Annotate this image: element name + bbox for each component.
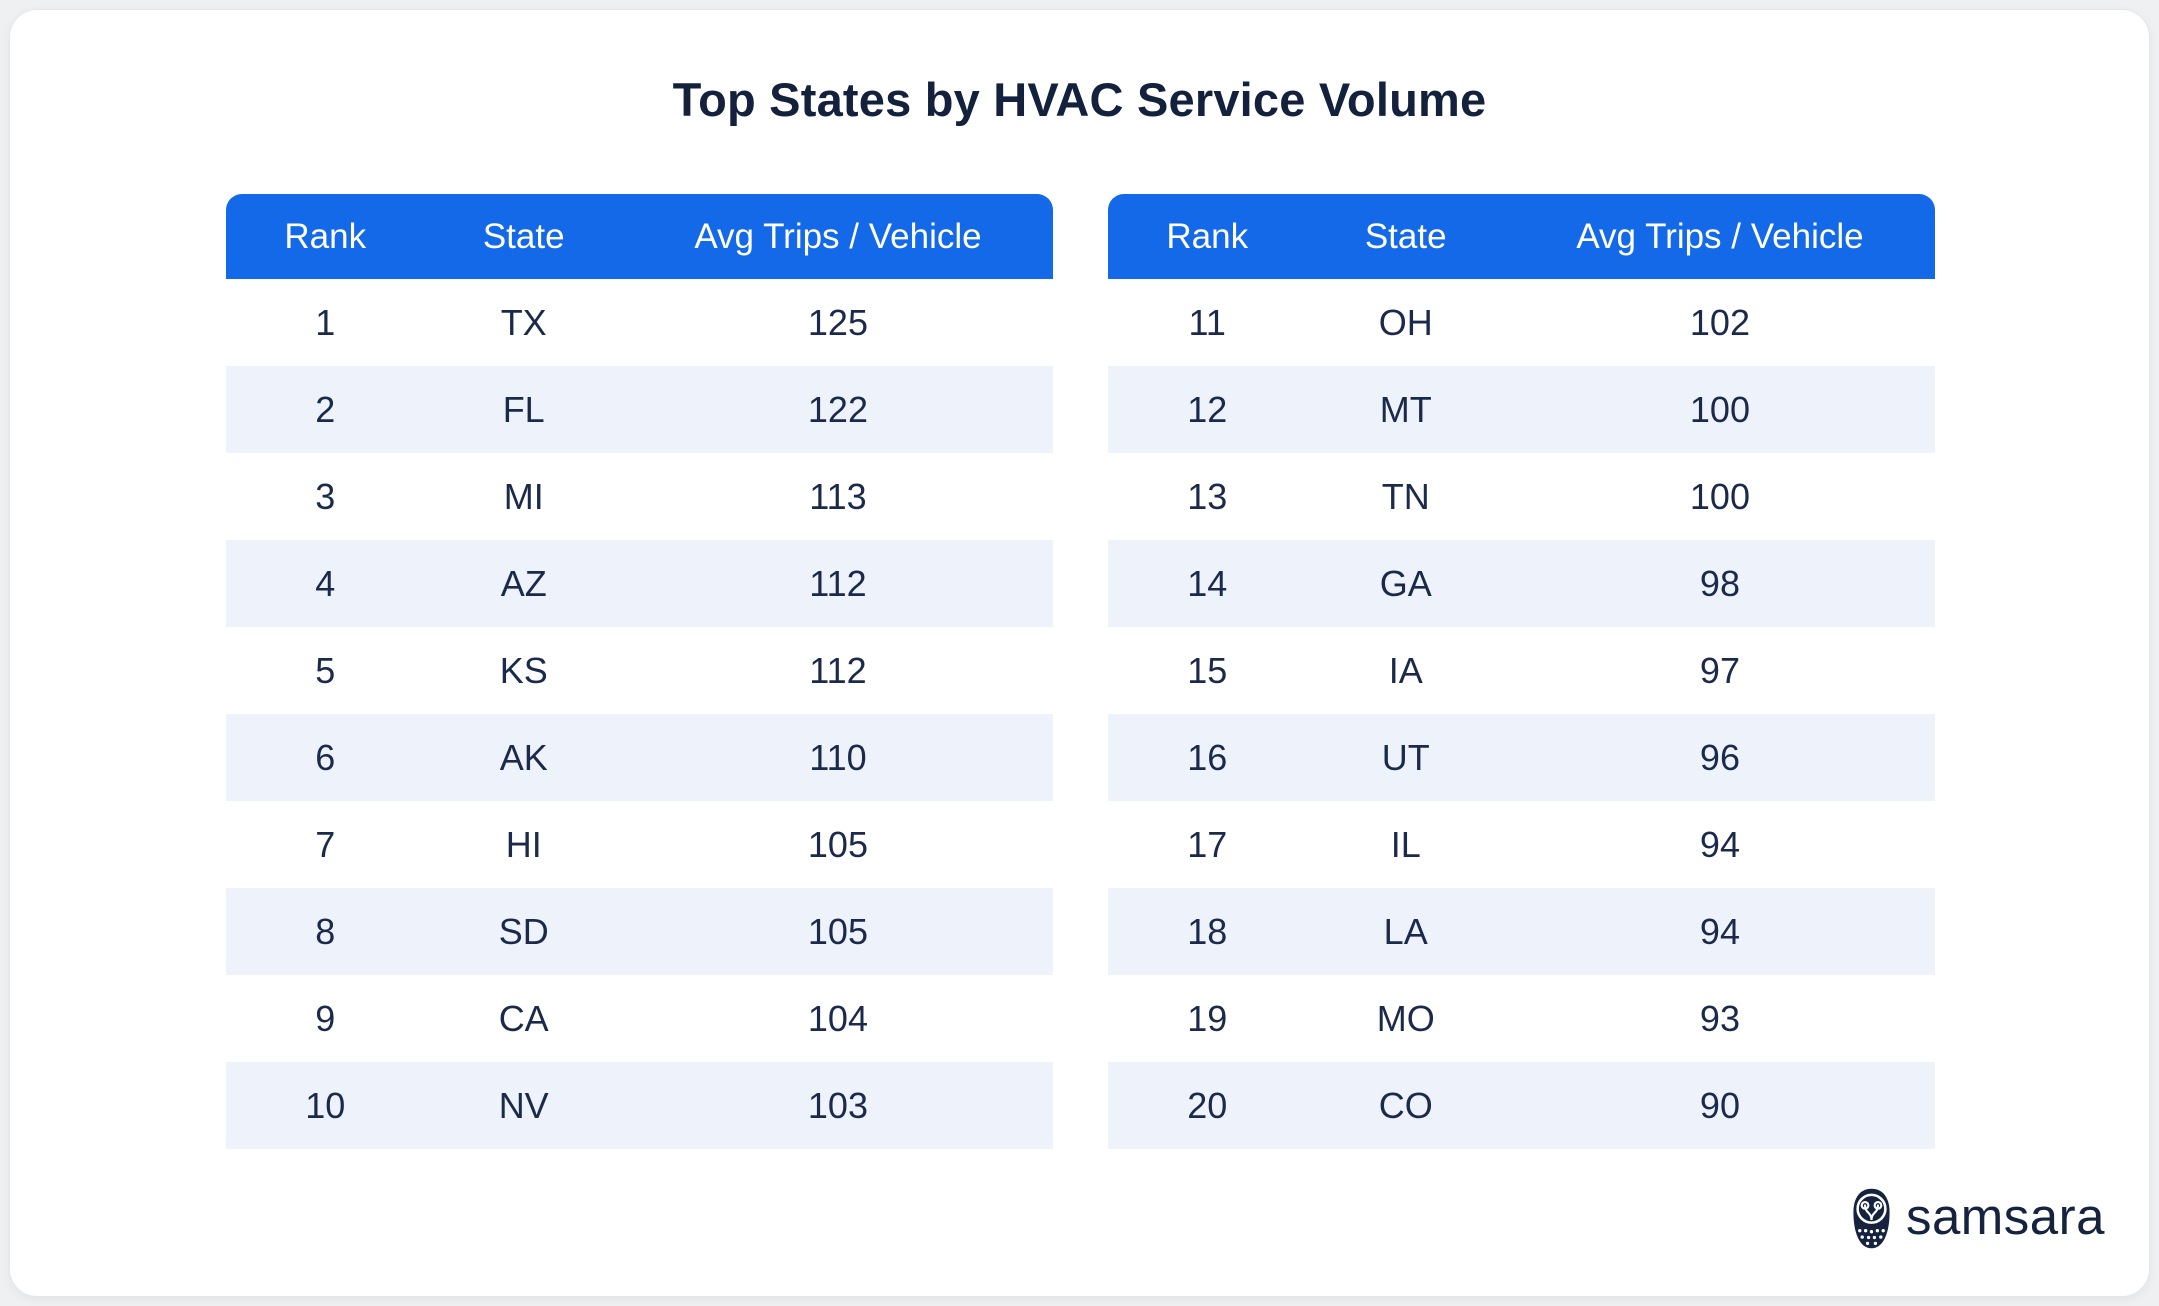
- table-row: 13 TN 100: [1108, 453, 1935, 540]
- samsara-owl-icon: [1853, 1188, 1890, 1249]
- avg-trips-cell: 110: [809, 736, 867, 778]
- table-row: 12 MT 100: [1108, 366, 1935, 453]
- column-header-avg-trips: Avg Trips / Vehicle: [694, 216, 982, 256]
- rank-table-11-20: Rank State Avg Trips / Vehicle 11 OH 102 12…: [1108, 194, 1935, 1149]
- column-header-state: State: [482, 216, 565, 256]
- avg-trips-cell: 94: [1699, 910, 1740, 952]
- state-cell: KS: [499, 649, 548, 691]
- rank-cell: 17: [1187, 823, 1228, 865]
- rank-cell: 12: [1187, 388, 1228, 430]
- samsara-logo: samsara: [1850, 1187, 2105, 1250]
- rank-cell: 15: [1187, 649, 1228, 691]
- state-cell: IL: [1390, 823, 1421, 865]
- table-row: 19 MO 93: [1108, 975, 1935, 1062]
- table-header: Rank State Avg Trips / Vehicle: [226, 194, 1053, 279]
- table-row: 6 AK 110: [226, 714, 1053, 801]
- table-row: 20 CO 90: [1108, 1062, 1935, 1149]
- state-cell: NV: [498, 1084, 549, 1126]
- column-header-rank: Rank: [1166, 216, 1249, 256]
- avg-trips-cell: 96: [1699, 736, 1740, 778]
- rank-cell: 5: [315, 649, 336, 691]
- rank-cell: 2: [315, 388, 336, 430]
- table-row: 18 LA 94: [1108, 888, 1935, 975]
- table-row: 9 CA 104: [226, 975, 1053, 1062]
- rank-cell: 13: [1187, 475, 1228, 517]
- table-row: 2 FL 122: [226, 366, 1053, 453]
- state-cell: CA: [498, 997, 549, 1039]
- table-row: 3 MI 113: [226, 453, 1053, 540]
- state-cell: LA: [1383, 910, 1428, 952]
- avg-trips-cell: 97: [1699, 649, 1740, 691]
- state-cell: TX: [500, 301, 547, 343]
- table-row: 4 AZ 112: [226, 540, 1053, 627]
- rank-cell: 3: [315, 475, 336, 517]
- avg-trips-cell: 94: [1699, 823, 1740, 865]
- table-row: 1 TX 125: [226, 279, 1053, 366]
- state-cell: HI: [505, 823, 542, 865]
- avg-trips-cell: 122: [807, 388, 868, 430]
- rank-cell: 7: [315, 823, 336, 865]
- rank-cell: 1: [315, 301, 336, 343]
- state-cell: AZ: [500, 562, 547, 604]
- table-row: 5 KS 112: [226, 627, 1053, 714]
- state-cell: SD: [498, 910, 549, 952]
- avg-trips-cell: 112: [809, 562, 867, 604]
- rank-cell: 10: [305, 1084, 346, 1126]
- avg-trips-cell: 105: [807, 910, 868, 952]
- avg-trips-cell: 104: [807, 997, 868, 1039]
- state-cell: MI: [503, 475, 544, 517]
- rank-cell: 20: [1187, 1084, 1228, 1126]
- rank-cell: 11: [1188, 301, 1226, 343]
- table-row: 15 IA 97: [1108, 627, 1935, 714]
- rank-cell: 16: [1187, 736, 1228, 778]
- state-cell: MO: [1376, 997, 1435, 1039]
- table-row: 11 OH 102: [1108, 279, 1935, 366]
- rank-cell: 6: [315, 736, 336, 778]
- avg-trips-cell: 112: [809, 649, 867, 691]
- table-row: 16 UT 96: [1108, 714, 1935, 801]
- column-header-state: State: [1364, 216, 1447, 256]
- column-header-rank: Rank: [284, 216, 367, 256]
- table-row: 17 IL 94: [1108, 801, 1935, 888]
- table-header: Rank State Avg Trips / Vehicle: [1108, 194, 1935, 279]
- avg-trips-cell: 102: [1689, 301, 1750, 343]
- state-cell: MT: [1379, 388, 1432, 430]
- avg-trips-cell: 90: [1699, 1084, 1740, 1126]
- avg-trips-cell: 100: [1689, 475, 1750, 517]
- column-header-avg-trips: Avg Trips / Vehicle: [1576, 216, 1864, 256]
- state-cell: IA: [1388, 649, 1423, 691]
- avg-trips-cell: 113: [809, 475, 867, 517]
- state-cell: OH: [1378, 301, 1433, 343]
- rank-cell: 4: [315, 562, 336, 604]
- table-row: 14 GA 98: [1108, 540, 1935, 627]
- table-row: 10 NV 103: [226, 1062, 1053, 1149]
- state-cell: FL: [502, 388, 545, 430]
- avg-trips-cell: 105: [807, 823, 868, 865]
- state-cell: GA: [1379, 562, 1432, 604]
- page-title: Top States by HVAC Service Volume: [672, 73, 1487, 126]
- infographic-card: Top States by HVAC Service Volume Rank S…: [9, 9, 2150, 1297]
- rank-table-1-10: Rank State Avg Trips / Vehicle 1 TX 125 2 FL…: [226, 194, 1053, 1149]
- state-cell: AK: [499, 736, 548, 778]
- table-row: 8 SD 105: [226, 888, 1053, 975]
- rank-cell: 19: [1187, 997, 1228, 1039]
- avg-trips-cell: 103: [807, 1084, 868, 1126]
- rank-cell: 8: [315, 910, 336, 952]
- rank-cell: 14: [1187, 562, 1228, 604]
- samsara-wordmark: samsara: [1905, 1188, 2105, 1245]
- avg-trips-cell: 93: [1699, 997, 1740, 1039]
- table-row: 7 HI 105: [226, 801, 1053, 888]
- state-cell: TN: [1381, 475, 1430, 517]
- avg-trips-cell: 125: [807, 301, 868, 343]
- state-cell: UT: [1381, 736, 1430, 778]
- avg-trips-cell: 98: [1699, 562, 1740, 604]
- rank-cell: 18: [1187, 910, 1228, 952]
- state-cell: CO: [1378, 1084, 1433, 1126]
- rank-cell: 9: [315, 997, 336, 1039]
- avg-trips-cell: 100: [1689, 388, 1750, 430]
